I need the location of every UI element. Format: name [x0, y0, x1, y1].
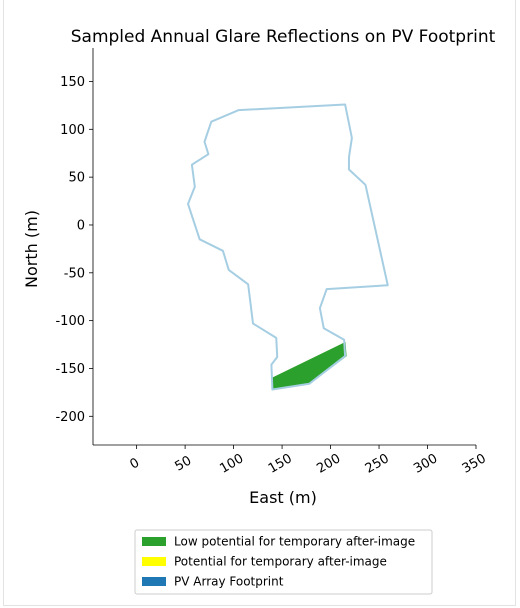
y-tick-label: -200 [55, 410, 85, 425]
x-tick-label: 100 [217, 451, 246, 476]
x-tick-label: 250 [363, 451, 392, 476]
legend-frame [134, 529, 433, 595]
legend-swatch [142, 537, 166, 546]
y-tick-label: -100 [55, 314, 85, 329]
y-tick-label: -150 [55, 362, 85, 377]
y-tick-label: 100 [60, 123, 85, 138]
x-tick-label: 350 [460, 451, 489, 476]
plot-area [187, 103, 389, 391]
y-tick-label: 0 [77, 218, 85, 233]
legend-label: Potential for temporary after-image [174, 555, 387, 569]
y-tick-label: -50 [64, 266, 85, 281]
legend-label: Low potential for temporary after-image [174, 535, 415, 549]
x-tick-label: 0 [128, 455, 143, 472]
chart-title: Sampled Annual Glare Reflections on PV F… [71, 27, 496, 47]
legend-swatch [142, 577, 166, 586]
x-tick-label: 50 [172, 453, 194, 474]
pv-array-footprint-outline [187, 103, 389, 391]
x-axis-label: East (m) [249, 488, 317, 507]
chart-frame [3, 0, 516, 606]
y-axis-label: North (m) [22, 210, 41, 288]
legend-label: PV Array Footprint [174, 575, 284, 589]
legend-swatch [142, 557, 166, 566]
y-axis-ticks: 150 100 50 0 -50 -100 -150 -200 [55, 75, 93, 425]
x-tick-label: 300 [411, 451, 440, 476]
legend: Low potential for temporary after-image P… [134, 529, 433, 595]
y-tick-label: 50 [68, 171, 85, 186]
y-tick-label: 150 [60, 75, 85, 90]
x-tick-label: 150 [266, 451, 295, 476]
x-tick-label: 200 [314, 451, 343, 476]
x-axis-ticks: 0 50 100 150 200 250 300 350 [128, 445, 489, 477]
glare-region-low-potential [271, 341, 347, 391]
